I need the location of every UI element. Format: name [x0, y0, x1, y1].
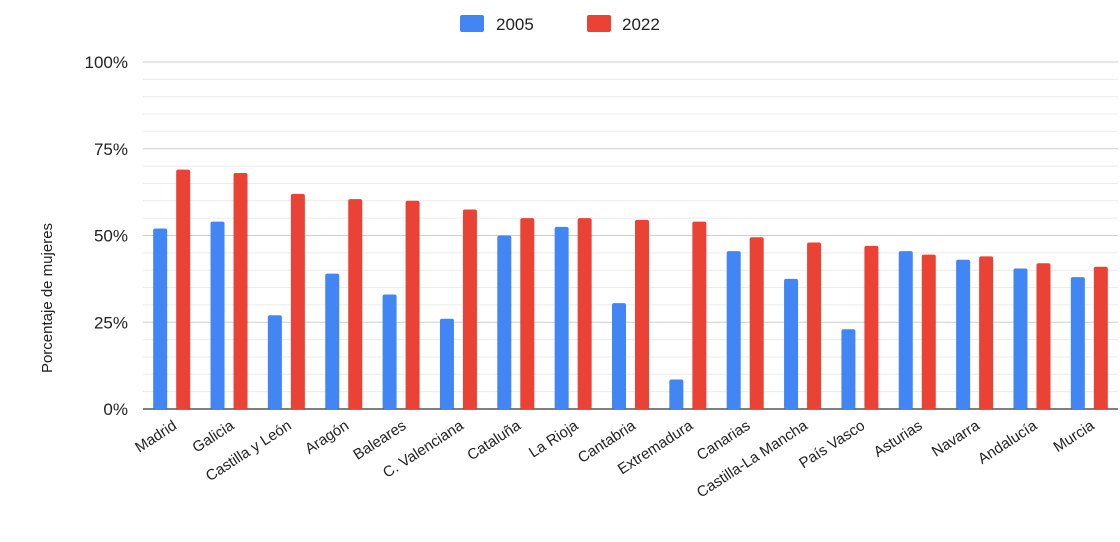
bar-2022-4	[348, 199, 363, 409]
bar-2005-14	[898, 251, 913, 409]
bar-2022-5	[405, 200, 420, 409]
category-label: País Vasco	[796, 417, 868, 472]
bar-2022-10	[692, 221, 707, 409]
category-label: La Rioja	[526, 417, 582, 462]
bar-2022-6	[462, 209, 477, 409]
bar-2022-2	[233, 173, 248, 409]
legend-label-2022: 2022	[622, 15, 660, 34]
bar-2005-10	[669, 379, 684, 409]
bar-2005-16	[1013, 268, 1028, 409]
bar-2005-11	[726, 251, 741, 409]
category-label: Cataluña	[464, 417, 524, 464]
y-axis-ticks: 0% 25% 50% 75% 100%	[85, 53, 128, 419]
bar-2005-17	[1070, 277, 1085, 409]
category-label: Asturias	[871, 417, 926, 461]
bar-2005-1	[153, 228, 168, 409]
bar-2022-16	[1036, 263, 1051, 409]
category-label: Aragón	[302, 417, 352, 458]
bar-2022-15	[979, 256, 994, 409]
bar-2022-8	[577, 218, 592, 409]
bars	[153, 169, 1108, 409]
bar-2022-3	[290, 193, 305, 409]
bar-2005-6	[439, 318, 454, 409]
category-label: Madrid	[132, 417, 180, 456]
bar-2005-12	[784, 278, 799, 409]
legend-swatch-2005	[460, 15, 484, 32]
y-tick-label: 25%	[94, 313, 128, 332]
y-tick-label: 50%	[94, 227, 128, 246]
legend-label-2005: 2005	[496, 15, 534, 34]
bar-2022-13	[864, 245, 879, 409]
y-axis-title: Porcentaje de mujeres	[39, 223, 56, 373]
bar-2005-3	[267, 315, 282, 409]
bar-2022-14	[921, 254, 936, 409]
bar-2022-9	[635, 219, 649, 409]
y-tick-label: 0%	[103, 400, 128, 419]
bar-2022-12	[807, 242, 822, 409]
bar-2022-17	[1093, 266, 1108, 409]
legend-swatch-2022	[587, 15, 611, 32]
category-label: Andalucía	[975, 417, 1041, 468]
bar-2005-2	[210, 221, 225, 409]
category-label: Castilla-La Mancha	[694, 417, 811, 502]
category-label: Galicia	[189, 417, 237, 457]
bar-2005-5	[382, 294, 397, 409]
bar-2005-15	[956, 259, 971, 409]
y-tick-label: 100%	[85, 53, 128, 72]
category-label: Murcia	[1050, 417, 1098, 456]
bar-2022-11	[749, 237, 764, 409]
legend: 2005 2022	[460, 15, 660, 34]
bar-2005-9	[612, 303, 626, 409]
gridlines	[143, 61, 1118, 410]
bar-2005-8	[554, 226, 569, 409]
bar-2022-1	[176, 169, 191, 409]
bar-2005-7	[497, 235, 512, 409]
bar-2005-13	[841, 329, 856, 409]
bar-2022-7	[520, 218, 535, 409]
bar-2005-4	[325, 273, 340, 409]
y-tick-label: 75%	[94, 140, 128, 159]
